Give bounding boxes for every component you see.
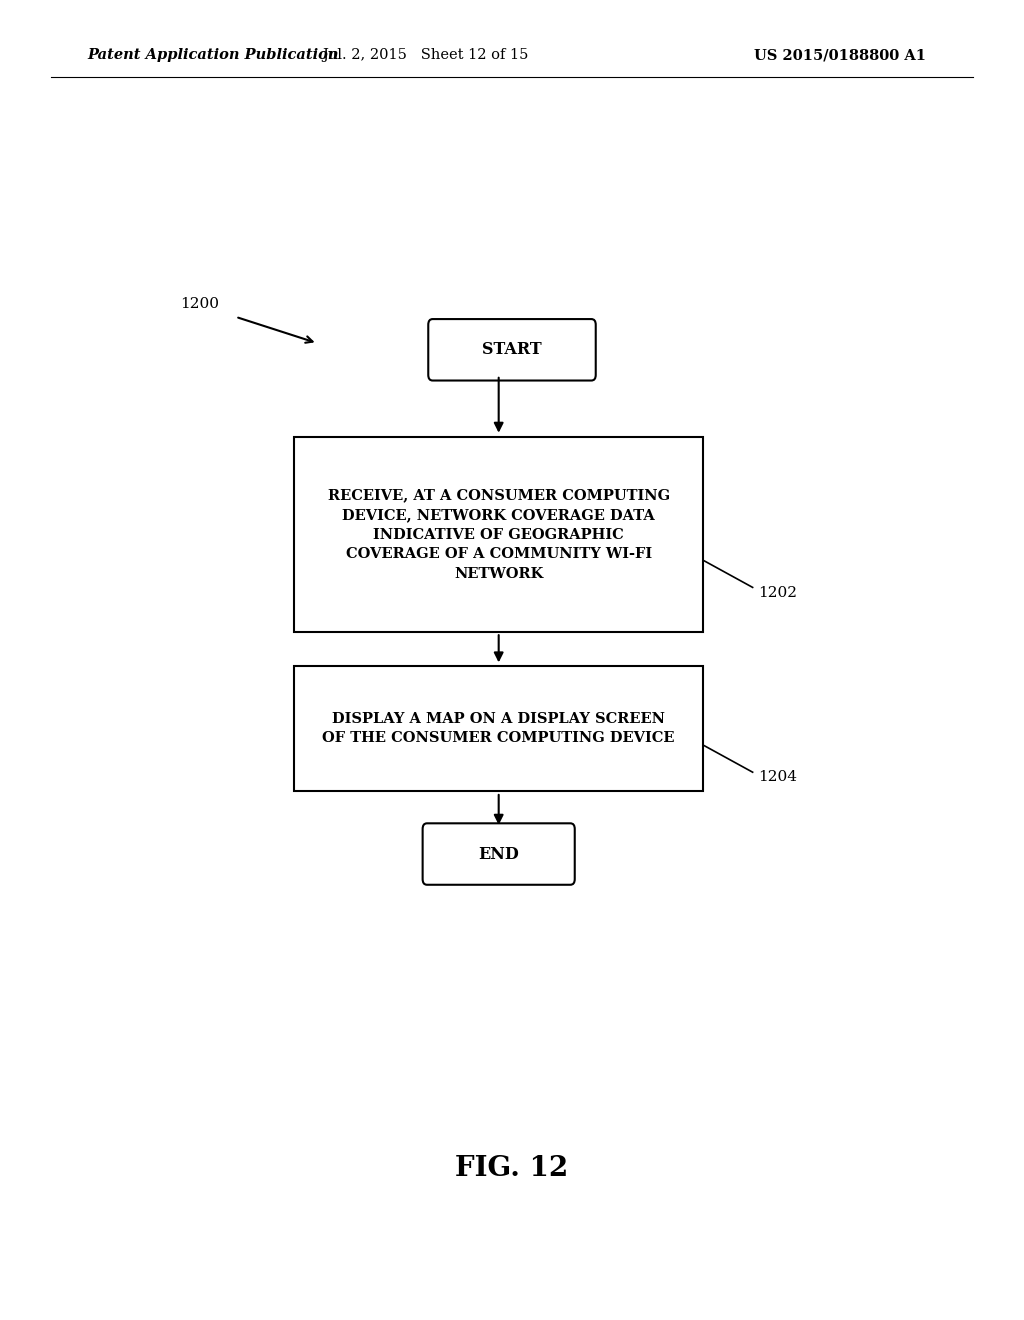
Text: RECEIVE, AT A CONSUMER COMPUTING
DEVICE, NETWORK COVERAGE DATA
INDICATIVE OF GEO: RECEIVE, AT A CONSUMER COMPUTING DEVICE,…	[328, 488, 670, 581]
Text: 1204: 1204	[758, 771, 797, 784]
FancyBboxPatch shape	[423, 824, 574, 884]
Text: 1202: 1202	[758, 586, 797, 599]
Text: Patent Application Publication: Patent Application Publication	[87, 49, 339, 62]
Text: FIG. 12: FIG. 12	[456, 1155, 568, 1181]
Text: END: END	[478, 846, 519, 862]
Bar	[294, 437, 703, 632]
Text: 1200: 1200	[180, 297, 219, 310]
Bar	[294, 665, 703, 791]
Text: Jul. 2, 2015   Sheet 12 of 15: Jul. 2, 2015 Sheet 12 of 15	[322, 49, 528, 62]
Text: DISPLAY A MAP ON A DISPLAY SCREEN
OF THE CONSUMER COMPUTING DEVICE: DISPLAY A MAP ON A DISPLAY SCREEN OF THE…	[323, 711, 675, 746]
Text: US 2015/0188800 A1: US 2015/0188800 A1	[754, 49, 926, 62]
FancyBboxPatch shape	[428, 319, 596, 380]
Text: START: START	[482, 342, 542, 358]
